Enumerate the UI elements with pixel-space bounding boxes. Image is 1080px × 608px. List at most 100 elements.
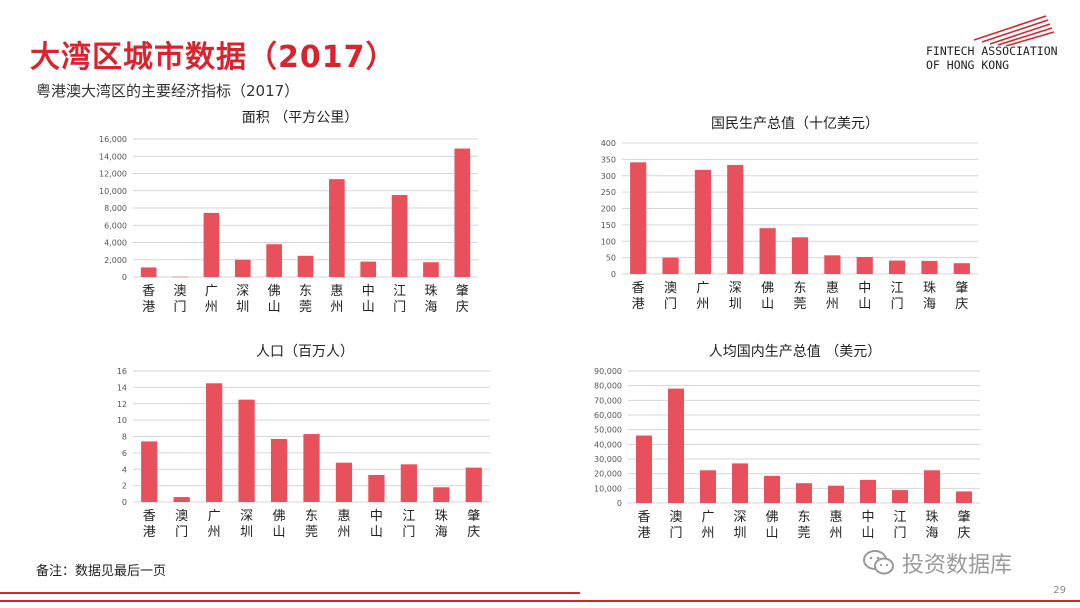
footer-rule-top	[0, 592, 580, 594]
bar	[630, 162, 647, 274]
y-tick-label: 50	[606, 254, 616, 263]
y-tick-label: 2	[122, 482, 127, 491]
x-tick-label: 中	[362, 284, 375, 299]
x-tick-label: 山	[370, 525, 383, 540]
x-tick-label: 门	[669, 526, 682, 541]
bar	[700, 470, 716, 503]
bar	[791, 237, 809, 274]
x-tick-label: 澳	[664, 280, 677, 296]
bar	[796, 483, 812, 503]
x-tick-label: 州	[829, 526, 842, 541]
x-tick-label: 佛	[273, 509, 286, 524]
x-tick-label: 山	[761, 297, 774, 312]
bar	[860, 479, 876, 503]
y-tick-label: 16,000	[99, 135, 127, 144]
y-tick-label: 80,000	[594, 382, 622, 391]
bar	[141, 441, 158, 502]
bar	[140, 267, 157, 277]
y-tick-label: 2,000	[104, 256, 127, 265]
x-tick-label: 惠	[330, 284, 343, 299]
bar	[360, 261, 377, 277]
x-tick-label: 州	[701, 526, 714, 541]
x-tick-label: 佛	[761, 281, 774, 296]
logo-line-2: OF HONG KONG	[926, 58, 1010, 72]
x-tick-label: 广	[696, 281, 709, 296]
x-tick-label: 深	[236, 284, 249, 299]
x-tick-label: 门	[402, 525, 415, 540]
x-tick-label: 门	[174, 300, 187, 315]
x-tick-label: 东	[299, 284, 312, 299]
footnote: 备注：数据见最后一页	[36, 564, 167, 579]
y-tick-label: 12,000	[99, 170, 127, 179]
x-tick-label: 州	[337, 525, 350, 540]
page-number: 29	[1053, 585, 1066, 596]
x-tick-label: 深	[733, 510, 746, 525]
x-tick-label: 香	[142, 284, 155, 299]
bar	[856, 256, 873, 274]
x-tick-label: 港	[142, 300, 155, 315]
bar	[465, 467, 482, 502]
bar	[234, 259, 251, 277]
x-tick-label: 肇	[456, 284, 469, 299]
x-tick-label: 海	[435, 525, 448, 540]
x-tick-label: 珠	[923, 281, 936, 296]
x-tick-label: 门	[175, 525, 188, 540]
x-tick-label: 庆	[456, 300, 469, 315]
x-tick-label: 中	[861, 510, 874, 525]
bar	[172, 276, 188, 278]
watermark-text: 投资数据库	[902, 553, 1013, 578]
y-tick-label: 350	[601, 155, 616, 164]
bar	[828, 485, 844, 503]
bar	[206, 383, 223, 502]
x-tick-label: 肇	[467, 509, 480, 524]
x-tick-label: 澳	[175, 508, 188, 524]
y-tick-label: 20,000	[594, 470, 622, 479]
y-tick-label: 16	[117, 367, 127, 376]
x-tick-label: 圳	[236, 300, 249, 315]
x-tick-label: 广	[208, 509, 221, 524]
logo-line-1: FINTECH ASSOCIATION	[926, 44, 1058, 58]
x-tick-label: 门	[893, 526, 906, 541]
x-tick-label: 圳	[733, 526, 746, 541]
chart-title: 国民生产总值（十亿美元）	[711, 116, 879, 132]
y-tick-label: 10	[117, 416, 127, 425]
x-tick-label: 佛	[765, 510, 778, 525]
bar	[636, 435, 652, 503]
bar	[732, 463, 748, 503]
x-tick-label: 港	[637, 526, 650, 541]
y-tick-label: 40,000	[594, 440, 622, 449]
x-tick-label: 中	[858, 281, 871, 296]
bar	[303, 434, 320, 502]
x-tick-label: 港	[143, 525, 156, 540]
bar	[956, 491, 972, 503]
x-tick-label: 圳	[729, 297, 742, 312]
x-tick-label: 江	[393, 284, 406, 299]
y-tick-label: 4	[122, 465, 127, 474]
x-tick-label: 莞	[299, 300, 312, 315]
y-tick-label: 8	[122, 433, 127, 442]
bar	[824, 255, 841, 274]
x-tick-label: 惠	[829, 510, 842, 525]
bar	[921, 260, 938, 274]
x-tick-label: 州	[826, 297, 839, 312]
chart-title: 面积 （平方公里）	[242, 110, 358, 126]
y-tick-label: 250	[601, 188, 616, 197]
x-tick-label: 门	[891, 297, 904, 312]
bar	[391, 195, 408, 277]
x-tick-label: 惠	[337, 509, 350, 524]
bar	[668, 388, 684, 503]
y-tick-label: 0	[611, 270, 616, 279]
x-tick-label: 庆	[467, 525, 480, 540]
x-tick-label: 海	[424, 300, 437, 315]
x-tick-label: 州	[696, 297, 709, 312]
x-tick-label: 中	[370, 509, 383, 524]
bar	[953, 263, 970, 274]
slide-subtitle: 粤港澳大湾区的主要经济指标（2017）	[36, 82, 300, 100]
y-tick-label: 90,000	[594, 367, 622, 376]
x-tick-label: 州	[205, 300, 218, 315]
x-tick-label: 山	[765, 526, 778, 541]
x-tick-label: 莞	[797, 526, 810, 541]
x-tick-label: 广	[205, 284, 218, 299]
x-tick-label: 山	[362, 300, 375, 315]
x-tick-label: 州	[208, 525, 221, 540]
